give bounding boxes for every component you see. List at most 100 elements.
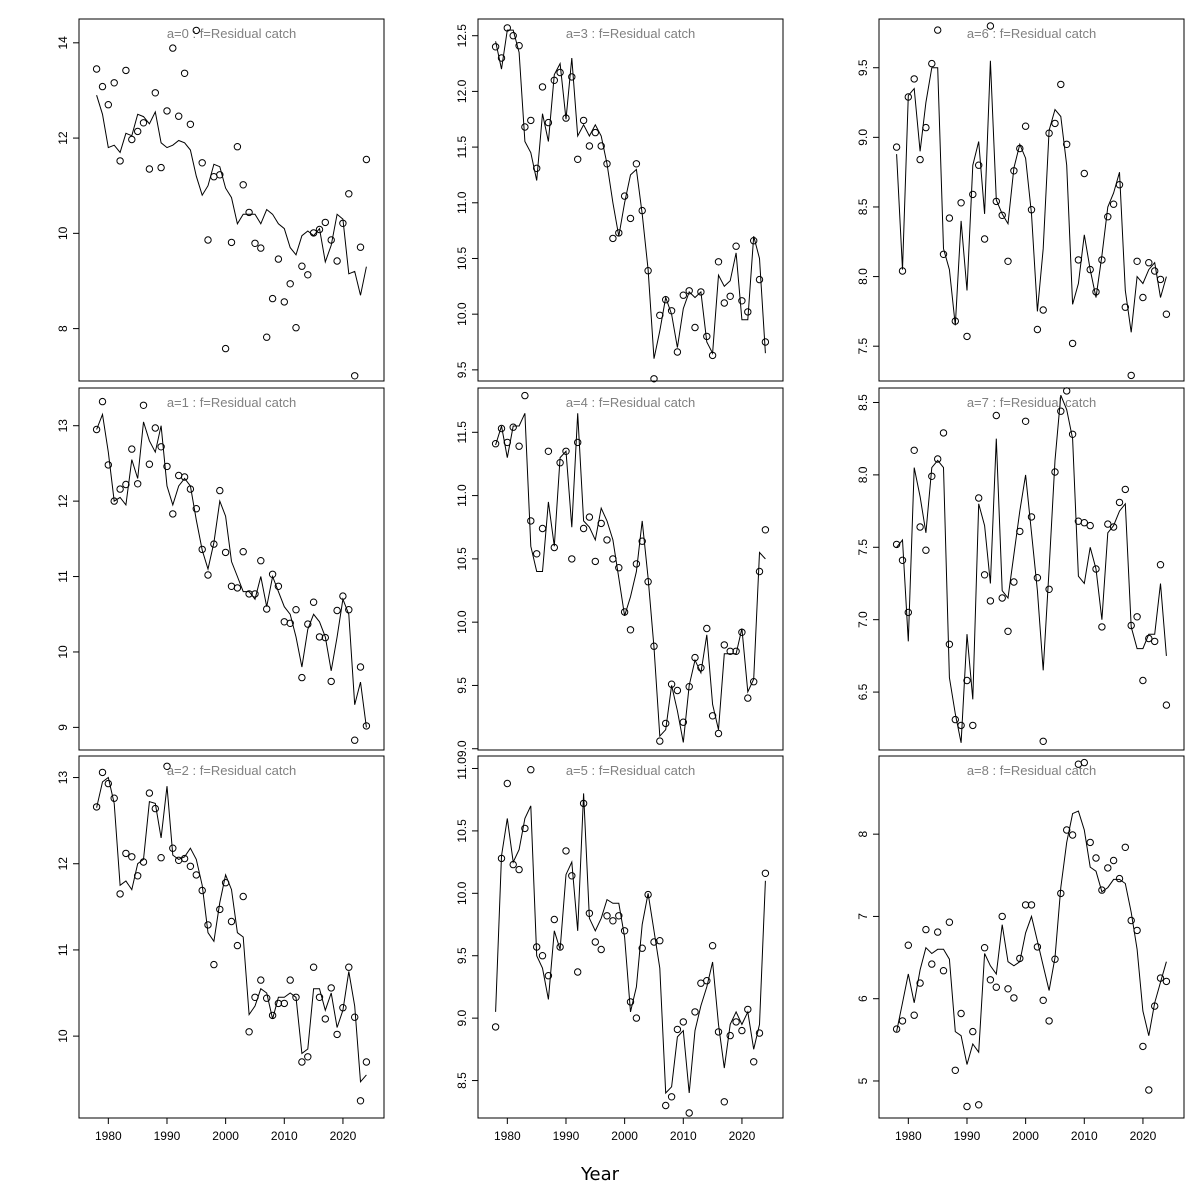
observed-point (1027, 513, 1036, 521)
observed-point (685, 683, 693, 691)
observed-point (92, 803, 101, 811)
observed-point (327, 984, 335, 992)
observed-point (1145, 259, 1153, 267)
observed-point (1162, 701, 1171, 709)
observed-point (538, 83, 547, 91)
observed-point (939, 429, 948, 437)
y-tick-label: 7.5 (856, 539, 870, 556)
observed-point (609, 234, 617, 243)
y-tick-label: 6 (856, 995, 870, 1002)
x-tick-label: 2010 (670, 1129, 697, 1143)
panel-a6: a=6 : f=Residual catch 7.5 8.0 8.5 9.0 9.5 (856, 18, 1185, 382)
y-tick-label: 8.5 (856, 394, 870, 411)
observed-point (163, 762, 171, 770)
observed-point (1151, 267, 1159, 275)
observed-point (969, 1027, 977, 1036)
observed-point (603, 912, 611, 920)
observed-point (333, 1030, 341, 1039)
y-tick-label: 11.0 (455, 757, 469, 780)
y-tick-label: 8.5 (856, 198, 870, 215)
observed-point (298, 262, 306, 270)
observed-point (726, 1031, 734, 1040)
observed-point (1121, 485, 1130, 494)
plot-frame (878, 755, 1185, 1119)
x-tick-label: 2020 (1130, 1129, 1157, 1143)
observed-point (1039, 996, 1047, 1004)
observed-point (975, 494, 983, 502)
y-tick-label: 8.5 (455, 1072, 469, 1089)
observed-point (1010, 167, 1018, 175)
observed-point (673, 686, 682, 695)
observed-point (280, 298, 288, 306)
observed-point (128, 135, 136, 144)
y-tick-label: 8 (856, 831, 870, 838)
observed-point (198, 545, 206, 554)
panel-title: a=7 : f=Residual catch (967, 395, 1096, 410)
observed-point (1063, 826, 1071, 834)
observed-point (268, 570, 277, 578)
observed-point (1068, 831, 1077, 839)
observed-point (362, 1058, 371, 1066)
panel-a5: a=5 : f=Residual catch 8.5 9.0 9.5 10.0 10.5 1… (455, 755, 784, 1143)
y-tick-label: 11 (56, 570, 70, 583)
observed-point (922, 123, 930, 132)
panel-title: a=0 : f=Residual catch (167, 26, 296, 41)
panel-a7: a=7 : f=Residual catch 6.5 7.0 7.5 8.0 8.5 (856, 387, 1185, 751)
observed-point (221, 548, 230, 557)
panel-a0: a=0 : f=Residual catch 8 10 12 14 (56, 18, 385, 382)
observed-point (568, 555, 576, 563)
observed-point (916, 523, 924, 531)
observed-point (98, 768, 107, 777)
observed-point (198, 159, 206, 167)
observed-point (1092, 288, 1100, 296)
observed-point (239, 548, 247, 556)
observed-point (210, 540, 218, 548)
observed-point (497, 854, 506, 863)
observed-point (180, 69, 189, 78)
observed-point (1133, 613, 1141, 621)
observed-point (916, 155, 924, 164)
observed-point (286, 280, 294, 288)
y-tick-label: 14 (56, 36, 70, 50)
observed-point (708, 351, 717, 360)
observed-point (928, 472, 936, 480)
plot-frame (78, 387, 385, 751)
observed-point (268, 1011, 277, 1020)
observed-point (755, 275, 764, 284)
observed-point (1027, 206, 1036, 214)
y-tick-label: 10.5 (455, 819, 469, 843)
observed-point (139, 119, 148, 127)
observed-point (626, 626, 635, 634)
observed-point (550, 543, 558, 552)
observed-point (151, 804, 160, 813)
observed-point (750, 237, 758, 245)
observed-point (280, 618, 288, 626)
fitted-line (96, 776, 367, 1084)
observed-point (98, 82, 107, 91)
observed-point (274, 582, 283, 590)
observed-point (898, 1017, 907, 1025)
observed-point (1162, 310, 1171, 318)
fitted-line (495, 793, 766, 1095)
observed-point (251, 993, 259, 1001)
observed-point (509, 860, 517, 869)
observed-point (1063, 387, 1071, 395)
observed-point (251, 590, 259, 598)
observed-point (1109, 523, 1118, 531)
observed-point (1086, 265, 1094, 274)
y-tick-label: 9 (56, 724, 70, 731)
observed-point (650, 642, 658, 650)
y-tick-label: 10 (56, 645, 70, 659)
panel-title: a=2 : f=Residual catch (167, 763, 296, 778)
observed-point (986, 976, 995, 984)
observed-point (1051, 468, 1059, 476)
panel-title: a=3 : f=Residual catch (566, 26, 695, 41)
observed-point (898, 267, 907, 275)
panel-grid: a=0 : f=Residual catch 8 10 12 14 a=1 : f=Res… (56, 18, 1185, 1143)
observed-point (934, 928, 942, 936)
x-tick-label: 1980 (95, 1129, 122, 1143)
observed-point (233, 143, 242, 151)
observed-point (986, 22, 995, 30)
observed-point (1104, 864, 1112, 872)
observed-point (110, 497, 118, 505)
